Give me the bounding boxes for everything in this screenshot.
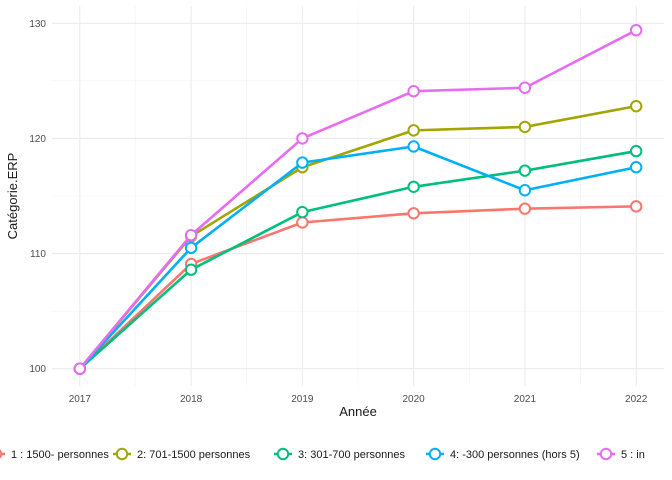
x-tick-label: 2020 bbox=[403, 394, 426, 405]
y-tick-label: 110 bbox=[30, 249, 46, 260]
minor-grid bbox=[52, 6, 664, 386]
legend-label: 4: -300 personnes (hors 5) bbox=[450, 449, 580, 461]
legend-key-point bbox=[276, 447, 290, 461]
y-tick-label: 100 bbox=[29, 364, 46, 375]
data-point bbox=[629, 161, 643, 174]
data-point bbox=[629, 200, 643, 213]
data-point bbox=[518, 120, 532, 134]
legend-key-point bbox=[428, 447, 442, 461]
legend-item: 4: -300 personnes (hors 5) bbox=[426, 447, 580, 461]
legend-item: 2: 701-1500 personnes bbox=[113, 447, 251, 461]
x-tick-label: 2017 bbox=[69, 394, 92, 405]
y-tick-label: 120 bbox=[29, 134, 46, 145]
legend-label: 5 : in bbox=[621, 449, 645, 461]
data-point bbox=[518, 164, 532, 177]
series-line bbox=[78, 28, 638, 371]
data-point bbox=[296, 205, 309, 219]
legend-key-point bbox=[115, 447, 129, 461]
data-point bbox=[407, 207, 420, 220]
data-point bbox=[518, 184, 532, 197]
legend-item: 5 : in bbox=[597, 447, 645, 461]
data-point bbox=[73, 362, 87, 375]
legend-item: 1 : 1500- personnes bbox=[0, 449, 109, 461]
data-point bbox=[407, 85, 420, 98]
data-point bbox=[407, 140, 420, 153]
x-tick-label: 2022 bbox=[625, 394, 648, 405]
legend-label: 3: 301-700 personnes bbox=[298, 449, 406, 461]
data-point bbox=[407, 124, 420, 137]
legend: 1 : 1500- personnes 2: 701-1500 personnes… bbox=[0, 447, 645, 461]
x-axis-ticks: 2017 2018 2019 2020 2021 2022 bbox=[69, 394, 648, 405]
y-axis-title: Catégorie.ERP bbox=[5, 153, 20, 240]
y-axis-ticks: 100 110 120 130 bbox=[29, 19, 46, 375]
x-tick-label: 2018 bbox=[180, 394, 203, 405]
series-line bbox=[78, 149, 638, 371]
series-line bbox=[78, 205, 638, 371]
series-4 bbox=[73, 140, 643, 375]
series-line bbox=[78, 145, 638, 371]
series-5 bbox=[73, 23, 643, 375]
data-point bbox=[518, 81, 532, 94]
x-axis-title: Année bbox=[339, 404, 377, 419]
data-point bbox=[184, 263, 198, 276]
data-point bbox=[407, 180, 420, 193]
legend-item: 3: 301-700 personnes bbox=[274, 447, 406, 461]
data-point bbox=[296, 216, 309, 229]
data-point bbox=[296, 132, 309, 145]
y-tick-label: 130 bbox=[29, 19, 46, 30]
data-point bbox=[629, 23, 643, 37]
x-tick-label: 2019 bbox=[291, 394, 314, 405]
legend-key-point bbox=[0, 449, 3, 459]
data-point bbox=[184, 241, 198, 255]
series-layer bbox=[73, 23, 643, 375]
data-point bbox=[296, 156, 309, 169]
data-point bbox=[629, 144, 643, 158]
data-point bbox=[184, 228, 198, 242]
data-point bbox=[629, 99, 643, 113]
legend-label: 1 : 1500- personnes bbox=[11, 449, 109, 461]
x-tick-label: 2021 bbox=[514, 394, 537, 405]
legend-label: 2: 701-1500 personnes bbox=[137, 449, 251, 461]
legend-key-point bbox=[599, 447, 613, 461]
data-point bbox=[518, 202, 532, 215]
